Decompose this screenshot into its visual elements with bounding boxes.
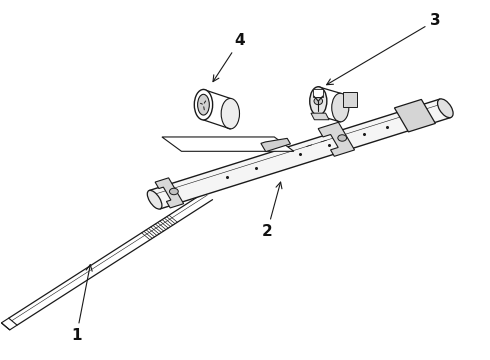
Polygon shape: [394, 99, 436, 132]
Text: 1: 1: [71, 265, 92, 343]
Ellipse shape: [197, 94, 209, 115]
Ellipse shape: [332, 93, 349, 122]
Polygon shape: [311, 113, 329, 120]
Polygon shape: [261, 138, 291, 152]
Ellipse shape: [221, 98, 240, 129]
Polygon shape: [155, 178, 184, 208]
Ellipse shape: [310, 87, 327, 116]
Ellipse shape: [438, 99, 453, 118]
Ellipse shape: [147, 190, 162, 209]
Text: 3: 3: [327, 13, 441, 85]
Text: 2: 2: [262, 182, 282, 239]
Ellipse shape: [338, 135, 346, 141]
Polygon shape: [318, 122, 355, 156]
Polygon shape: [343, 93, 357, 107]
Polygon shape: [314, 89, 323, 97]
Polygon shape: [1, 318, 17, 330]
Polygon shape: [149, 99, 451, 209]
Ellipse shape: [195, 89, 213, 120]
Text: 4: 4: [213, 33, 245, 82]
Ellipse shape: [314, 98, 322, 105]
Ellipse shape: [170, 188, 178, 195]
Polygon shape: [162, 137, 294, 151]
